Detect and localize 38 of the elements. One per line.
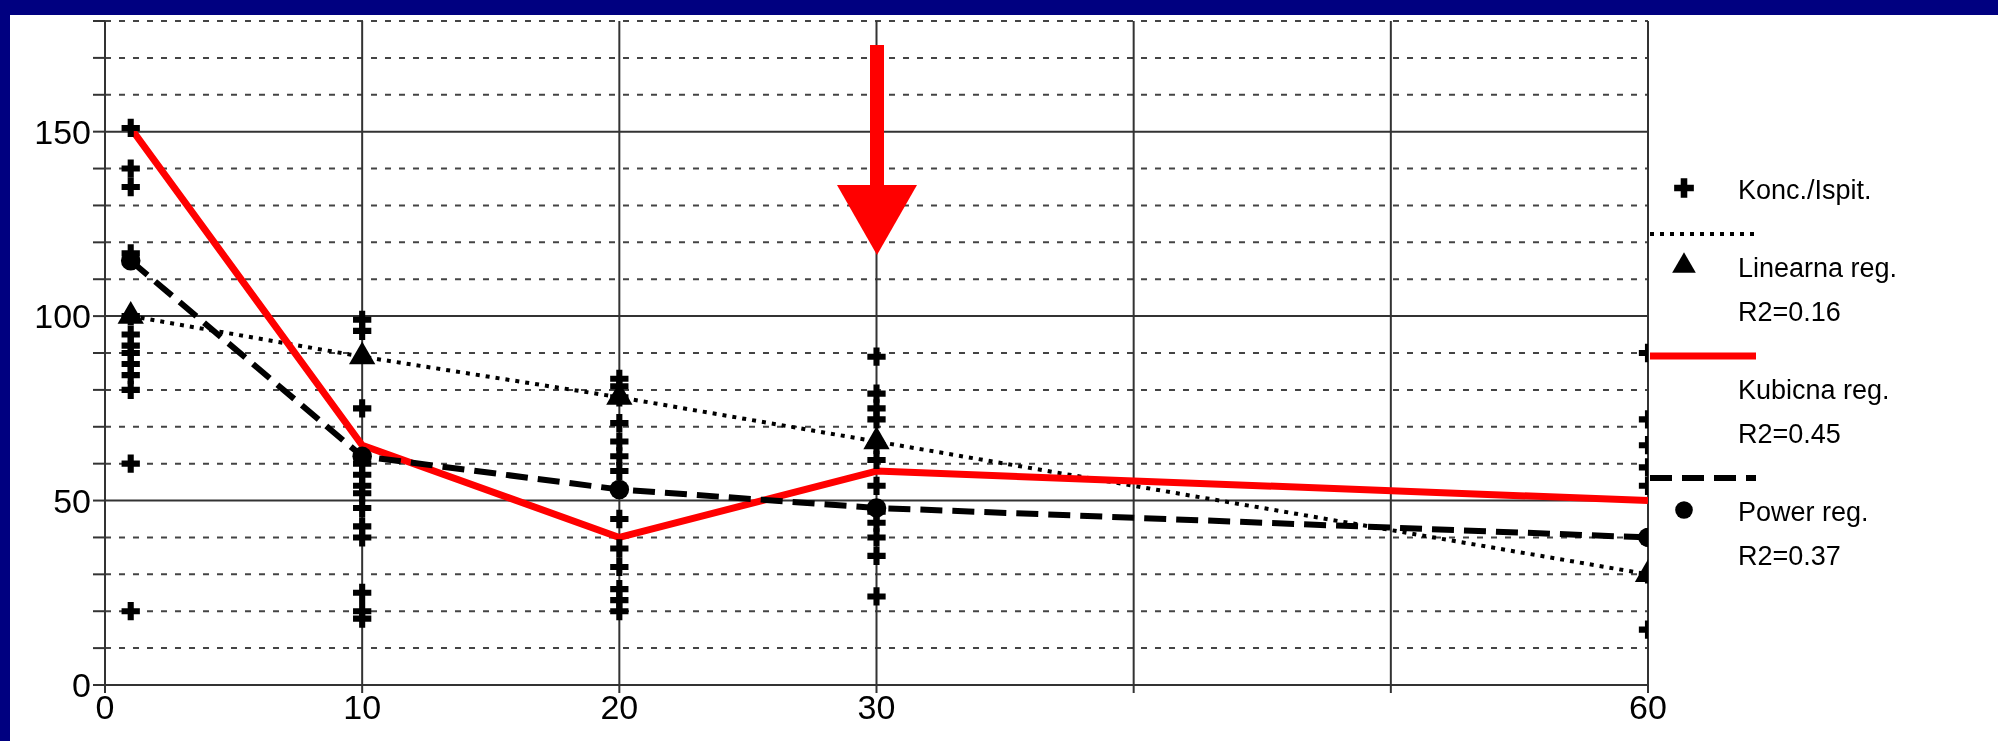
point [609, 479, 630, 500]
point [121, 118, 140, 138]
point [866, 498, 887, 518]
point [121, 602, 140, 621]
point [353, 528, 372, 547]
legend-label: Linearna reg. R2=0.16 [1738, 252, 1899, 329]
point [610, 413, 629, 433]
point [121, 454, 140, 473]
point [867, 476, 886, 495]
point [867, 450, 886, 470]
text: Kubicna reg. R2=0.45 [1738, 374, 1891, 451]
point [610, 509, 629, 529]
point [867, 347, 886, 366]
point [353, 583, 372, 602]
point [353, 498, 372, 518]
y-tick-label: 50 [53, 481, 91, 520]
y-tick-label: 100 [34, 297, 91, 336]
x-tick-label: 10 [343, 688, 382, 727]
point [610, 461, 629, 481]
x-tick-label: 60 [1629, 688, 1667, 727]
x-tick-label: 20 [600, 688, 639, 727]
point [121, 159, 140, 178]
point [867, 410, 886, 429]
point [610, 602, 629, 621]
x-tick-label: 0 [95, 688, 115, 727]
point [353, 321, 372, 341]
point [867, 528, 886, 547]
point [867, 546, 886, 566]
legend-label: Konc./Ispit. [1738, 174, 1873, 207]
point [867, 587, 886, 606]
point [121, 380, 140, 400]
x-tick-label: 30 [857, 688, 896, 727]
point [610, 539, 629, 558]
point [121, 177, 140, 197]
y-tick-label: 150 [34, 112, 91, 151]
legend-label: Power reg. R2=0.37 [1738, 496, 1870, 573]
point [610, 557, 629, 577]
point [353, 399, 372, 418]
